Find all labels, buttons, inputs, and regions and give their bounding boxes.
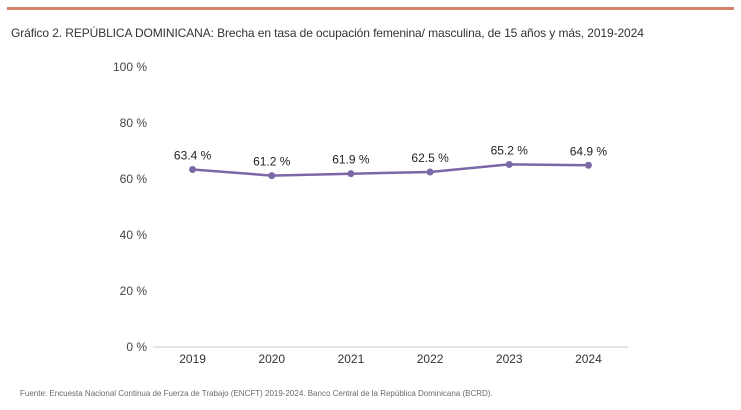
data-label: 63.4 % [174,148,212,162]
y-tick-label: 20 % [120,284,148,298]
series-line [192,163,589,177]
y-tick-label: 60 % [120,172,148,186]
y-tick-label: 0 % [126,340,147,354]
y-axis-ticks: 0 % 20 % 40 % 60 % 80 % 100 % [113,60,147,354]
x-tick-label: 2022 [417,352,444,366]
data-label: 65.2 % [491,143,529,157]
data-labels: 63.4 % 61.2 % 61.9 % 62.5 % 65.2 % 64.9 % [174,143,608,168]
x-tick-label: 2023 [496,352,523,366]
source-note: Fuente: Encuesta Nacional Continua de Fu… [20,389,493,398]
header-accent-rule [7,7,734,10]
data-point [505,160,513,168]
y-tick-label: 100 % [113,60,147,74]
data-point [347,170,355,178]
x-tick-label: 2021 [338,352,365,366]
x-tick-label: 2020 [258,352,285,366]
data-label: 61.9 % [332,153,370,167]
chart-title: Gráfico 2. REPÚBLICA DOMINICANA: Brecha … [11,26,644,40]
x-tick-label: 2024 [575,352,602,366]
data-label: 64.9 % [570,144,608,158]
data-point [584,161,592,169]
data-point [268,172,276,180]
series-markers [189,160,592,180]
data-label: 62.5 % [411,151,449,165]
y-tick-label: 80 % [120,116,148,130]
data-point [426,168,434,176]
x-tick-label: 2019 [179,352,206,366]
y-tick-label: 40 % [120,228,148,242]
data-point [189,165,197,173]
line-chart: 0 % 20 % 40 % 60 % 80 % 100 % 2019 2020 2021 202… [113,60,628,366]
data-label: 61.2 % [253,155,291,169]
x-axis-ticks: 2019 2020 2021 2022 2023 2024 [179,352,602,366]
